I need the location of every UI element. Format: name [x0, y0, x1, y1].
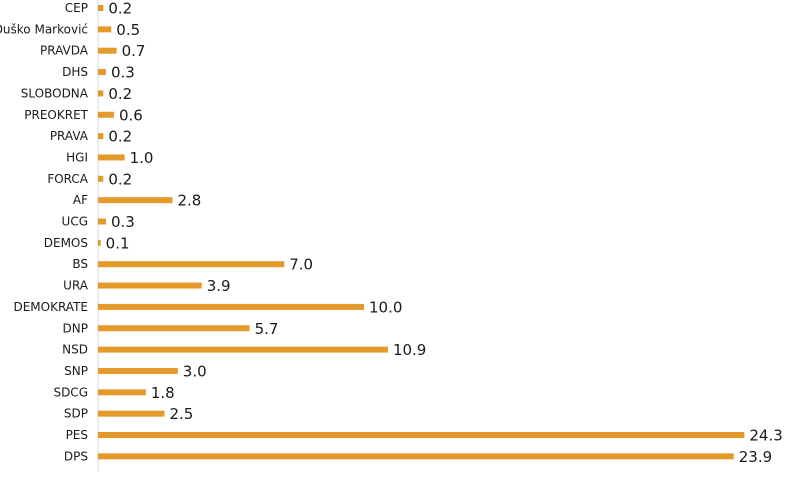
bar-pravda [98, 47, 117, 54]
bar-bs [98, 261, 285, 268]
bar-dnp [98, 325, 250, 332]
value-label-nsd: 10.9 [393, 341, 426, 359]
bar-ura [98, 282, 202, 289]
category-label-preokret: PREOKRET [24, 108, 88, 122]
category-label-ura: URA [63, 279, 89, 293]
bar-dusko-markovic [98, 26, 112, 33]
category-label-cep: CEP [65, 1, 88, 15]
bar-sdp [98, 410, 165, 417]
value-label-prava: 0.2 [108, 128, 132, 146]
value-label-ura: 3.9 [207, 277, 231, 295]
bar-forca [98, 175, 104, 182]
bar-snp [98, 367, 178, 374]
category-label-dnp: DNP [63, 321, 88, 335]
value-label-dps: 23.9 [739, 448, 772, 466]
category-label-slobodna: SLOBODNA [21, 86, 89, 100]
bar-hgi [98, 154, 125, 161]
value-label-preokret: 0.6 [119, 106, 143, 124]
bar-ucg [98, 218, 106, 225]
value-label-sdcg: 1.8 [151, 384, 175, 402]
value-label-dusko-markovic: 0.5 [116, 21, 140, 39]
bar-preokret [98, 111, 114, 118]
value-label-dhs: 0.3 [111, 64, 135, 82]
value-label-cep: 0.2 [108, 0, 132, 18]
category-label-sdcg: SDCG [53, 385, 88, 399]
value-label-demokrate: 10.0 [369, 298, 402, 316]
category-label-demos: DEMOS [44, 236, 88, 250]
bar-dps [98, 453, 734, 460]
category-label-sdp: SDP [64, 407, 88, 421]
value-label-af: 2.8 [177, 192, 201, 210]
bar-demos [98, 239, 101, 246]
bar-af [98, 197, 173, 204]
value-label-sdp: 2.5 [170, 405, 194, 423]
bar-nsd [98, 346, 388, 353]
category-label-af: AF [73, 193, 88, 207]
value-label-dnp: 5.7 [255, 320, 279, 338]
value-label-bs: 7.0 [289, 256, 313, 274]
category-label-prava: PRAVA [50, 129, 89, 143]
value-label-demos: 0.1 [106, 234, 130, 252]
bar-prava [98, 133, 104, 140]
bar-sdcg [98, 389, 146, 396]
category-label-demokrate: DEMOKRATE [13, 300, 88, 314]
value-label-slobodna: 0.2 [108, 85, 132, 103]
category-label-hgi: HGI [66, 150, 88, 164]
bar-cep [98, 5, 104, 11]
bar-pes [98, 432, 745, 438]
value-label-pravda: 0.7 [122, 42, 146, 60]
bar-dhs [98, 69, 106, 76]
bar-slobodna [98, 90, 104, 97]
category-label-pravda: PRAVDA [40, 44, 89, 58]
category-label-forca: FORCA [47, 172, 88, 186]
category-label-dusko-markovic: Duško Marković [0, 22, 88, 36]
value-label-ucg: 0.3 [111, 213, 135, 231]
category-label-bs: BS [72, 257, 88, 271]
value-label-snp: 3.0 [183, 362, 207, 380]
category-label-snp: SNP [64, 364, 88, 378]
category-label-dhs: DHS [62, 65, 88, 79]
category-label-pes: PES [66, 428, 88, 442]
value-label-pes: 24.3 [749, 427, 782, 445]
category-label-dps: DPS [64, 449, 88, 463]
bar-demokrate [98, 303, 364, 310]
value-label-forca: 0.2 [108, 170, 132, 188]
value-label-hgi: 1.0 [130, 149, 154, 167]
category-label-ucg: UCG [62, 215, 88, 229]
category-label-nsd: NSD [62, 343, 88, 357]
bars-group: CEP 0.2 Duško Marković 0.5 PRAVDA 0.7 DHS 0.3 SL… [0, 0, 783, 466]
